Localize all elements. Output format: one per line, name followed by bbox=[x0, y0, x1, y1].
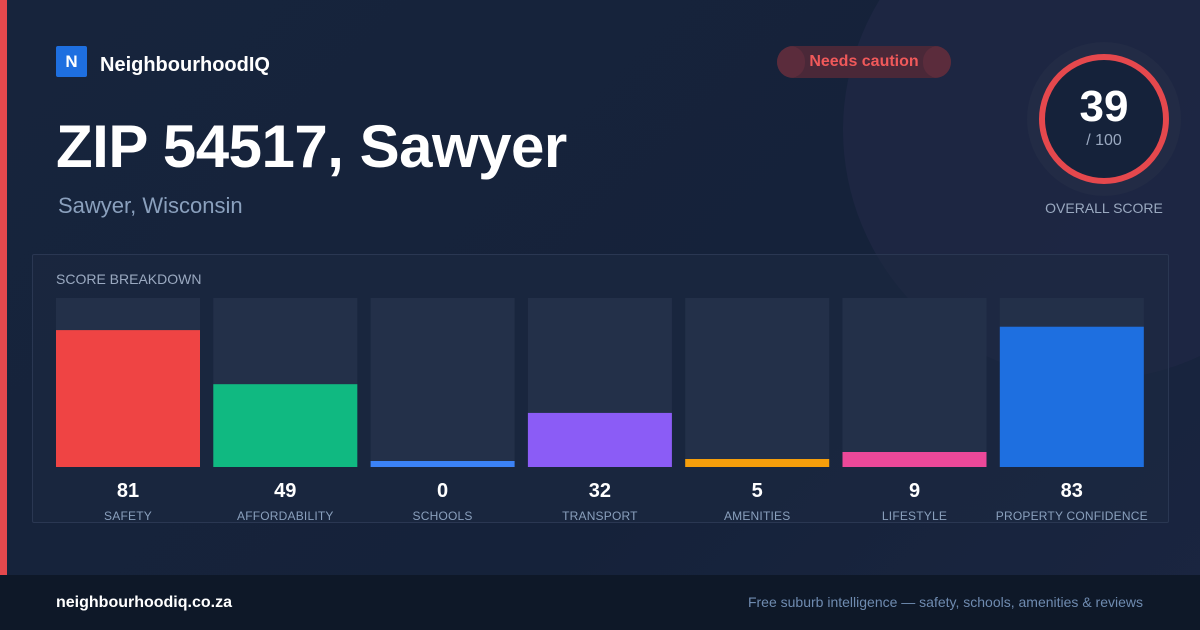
footer-domain-link[interactable]: neighbourhoodiq.co.za bbox=[56, 594, 232, 611]
bar-transport bbox=[527, 412, 672, 467]
bar-category-label: TRANSPORT bbox=[562, 509, 638, 523]
status-badge-label: Needs caution bbox=[809, 53, 919, 70]
bar-category-label: AMENITIES bbox=[723, 509, 791, 523]
overall-score-label: OVERALL SCORE bbox=[1045, 200, 1163, 216]
bar-property-confidence bbox=[999, 326, 1144, 467]
status-badge: Needs caution bbox=[777, 46, 951, 78]
bar-value-label: 5 bbox=[751, 480, 763, 502]
footer bbox=[0, 575, 1200, 630]
bar-category-label: AFFORDABILITY bbox=[236, 509, 334, 523]
bar-amenities bbox=[685, 459, 830, 467]
page-subtitle: Sawyer, Wisconsin bbox=[58, 193, 243, 218]
bar-safety bbox=[56, 330, 200, 467]
bar-category-label: SCHOOLS bbox=[412, 509, 473, 523]
overall-score-max: / 100 bbox=[1086, 132, 1122, 149]
brand-name: NeighbourhoodIQ bbox=[100, 54, 270, 76]
bar-category-label: PROPERTY CONFIDENCE bbox=[995, 509, 1148, 523]
bar-value-label: 9 bbox=[908, 480, 921, 502]
brand: N NeighbourhoodIQ bbox=[56, 46, 270, 77]
chart-title: SCORE BREAKDOWN bbox=[56, 271, 202, 287]
bar-value-label: 83 bbox=[1060, 480, 1083, 502]
bar-track bbox=[685, 298, 830, 467]
bar-affordability bbox=[213, 384, 358, 467]
bar-value-label: 81 bbox=[116, 480, 140, 502]
page-title: ZIP 54517, Sawyer bbox=[56, 113, 567, 180]
bar-track bbox=[370, 298, 515, 467]
footer-tagline: Free suburb intelligence — safety, schoo… bbox=[747, 594, 1143, 610]
overall-score-value: 39 bbox=[1079, 82, 1129, 131]
gauge-inner-disc bbox=[1040, 55, 1168, 183]
bar-lifestyle bbox=[842, 452, 987, 467]
bar-value-label: 0 bbox=[437, 480, 449, 502]
bar-value-label: 32 bbox=[588, 480, 612, 502]
bar-category-label: LIFESTYLE bbox=[881, 509, 948, 523]
overall-score-gauge bbox=[1027, 42, 1181, 196]
bar-category-label: SAFETY bbox=[104, 509, 152, 523]
accent-bar bbox=[0, 0, 7, 575]
gauge-arc bbox=[1039, 54, 1169, 184]
bar-schools bbox=[370, 461, 515, 467]
brand-logo-icon: N bbox=[56, 46, 87, 77]
bar-track bbox=[842, 298, 987, 467]
bar-value-label: 49 bbox=[274, 480, 297, 502]
